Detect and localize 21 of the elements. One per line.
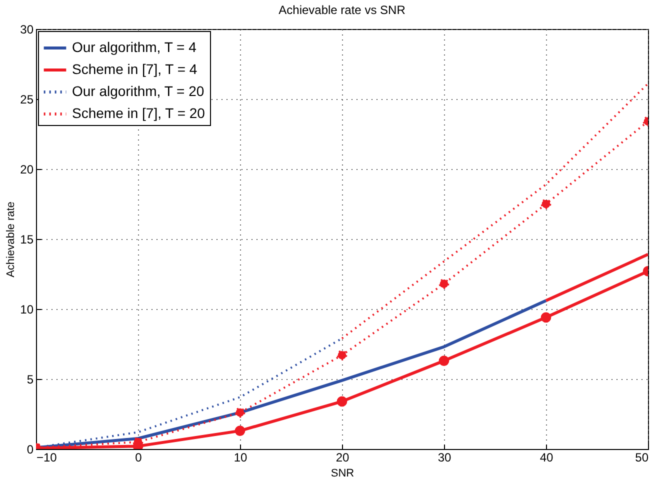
legend-label: Our algorithm, T = 20: [72, 83, 204, 99]
legend-label: Our algorithm, T = 4: [72, 39, 197, 55]
y-tick-label: 15: [20, 232, 34, 246]
y-tick-label: 20: [20, 162, 34, 176]
y-axis-title: Achievable rate: [5, 202, 18, 278]
line-series: [341, 82, 648, 340]
chart-title: Achievable rate vs SNR: [278, 3, 406, 17]
y-tick-label: 25: [20, 92, 34, 106]
x-tick-label: 10: [234, 450, 248, 464]
y-tick-label: 10: [20, 302, 34, 316]
x-tick-label: 20: [336, 450, 350, 464]
y-tick-label: 30: [20, 22, 34, 36]
x-tick-label: −10: [36, 450, 58, 464]
x-tick-label: 50: [635, 450, 649, 464]
y-tick-label: 5: [26, 372, 34, 386]
x-tick-label: 0: [135, 450, 142, 464]
x-axis-title: SNR: [330, 468, 354, 480]
x-tick-label: 40: [540, 450, 554, 464]
legend-label: Scheme in [7], T = 20: [72, 105, 206, 121]
legend-label: Scheme in [7], T = 4: [72, 61, 198, 77]
x-tick-label: 30: [438, 450, 452, 464]
